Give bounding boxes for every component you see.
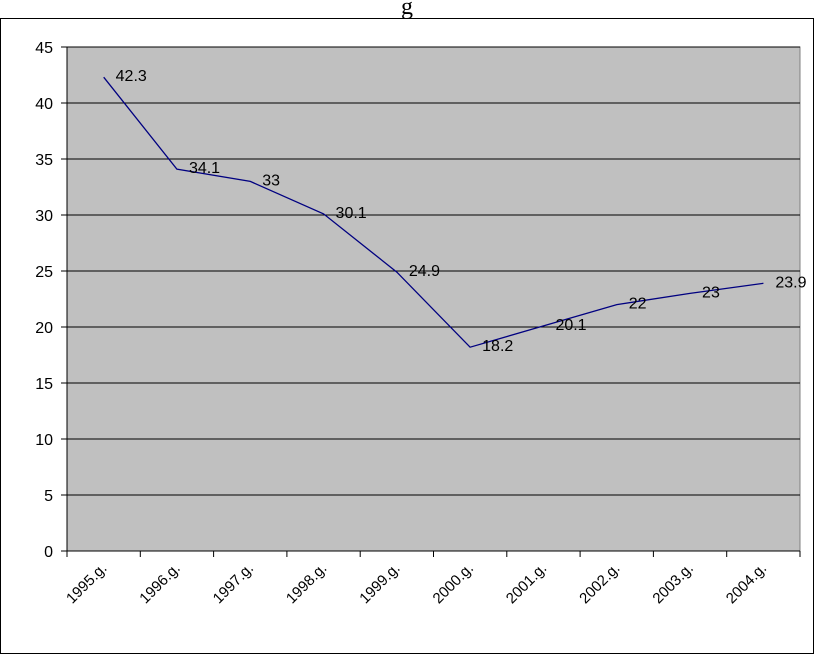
axes	[61, 46, 801, 557]
data-label: 22	[629, 296, 647, 313]
data-labels: 42.3 34.1 33 30.1 24.9 18.2 20.1 22 23 23.9	[116, 68, 807, 355]
y-tick-label: 20	[35, 320, 53, 337]
gridlines	[67, 46, 800, 496]
y-tick-label: 15	[35, 376, 53, 393]
y-tick-label: 40	[35, 96, 53, 113]
x-tick-label: 2004.g.	[723, 560, 770, 607]
chart-title-fragment: g	[401, 0, 413, 20]
x-tick-label: 1999.g.	[356, 560, 403, 607]
y-tick-label: 30	[35, 208, 53, 225]
series-layer	[103, 76, 764, 348]
series-line	[103, 76, 764, 348]
y-axis-tick-labels: 0 5 10 15 20 25 30 35 40 45	[35, 40, 53, 561]
data-label: 23	[702, 284, 720, 301]
x-tick-label: 2001.g.	[503, 560, 550, 607]
data-label: 23.9	[775, 274, 806, 291]
data-label: 33	[262, 172, 280, 189]
y-tick-label: 10	[35, 432, 53, 449]
x-tick-label: 1997.g.	[210, 560, 257, 607]
data-label: 42.3	[116, 68, 147, 85]
x-tick-label: 2000.g.	[430, 560, 477, 607]
y-tick-label: 25	[35, 264, 53, 281]
data-label: 30.1	[336, 205, 367, 222]
plot-area	[66, 46, 801, 552]
y-tick-label: 45	[35, 40, 53, 57]
data-label: 18.2	[482, 338, 513, 355]
x-tick-label: 2002.g.	[576, 560, 623, 607]
x-tick-label: 1998.g.	[283, 560, 330, 607]
data-label: 24.9	[409, 263, 440, 280]
y-tick-label: 0	[44, 544, 53, 561]
y-tick-label: 35	[35, 152, 53, 169]
y-tick-label: 5	[44, 488, 53, 505]
x-axis-tick-labels: 1995.g. 1996.g. 1997.g. 1998.g. 1999.g. 2000.…	[63, 560, 770, 607]
data-label: 20.1	[555, 317, 586, 334]
data-label: 34.1	[189, 160, 220, 177]
x-tick-label: 2003.g.	[649, 560, 696, 607]
x-tick-label: 1996.g.	[136, 560, 183, 607]
x-tick-label: 1995.g.	[63, 560, 110, 607]
